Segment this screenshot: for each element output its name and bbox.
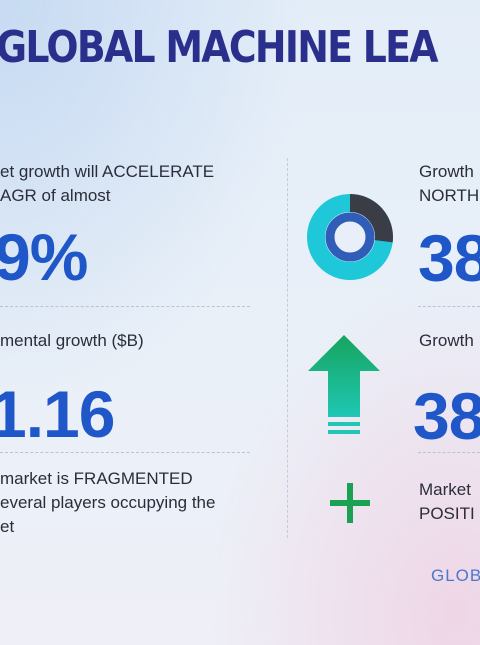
yoy-growth-label: Growth bbox=[419, 331, 474, 350]
incremental-growth-label: mental growth ($B) bbox=[0, 331, 144, 350]
region-growth-text: Growth NORTH bbox=[419, 160, 479, 208]
page-title: GLOBAL MACHINE LEA bbox=[0, 22, 439, 73]
market-position-line1: Market bbox=[419, 480, 471, 499]
incremental-growth-value: 1.16 bbox=[0, 377, 115, 451]
yoy-growth-value: 38 bbox=[413, 379, 480, 453]
plus-icon bbox=[330, 483, 370, 523]
fragmented-text: market is FRAGMENTED everal players occu… bbox=[0, 467, 215, 539]
region-growth-value: 38 bbox=[418, 221, 480, 295]
column-divider bbox=[287, 158, 288, 538]
growth-accelerate-line1: et growth will ACCELERATE bbox=[0, 162, 215, 181]
growth-accelerate-text: et growth will ACCELERATE AGR of almost bbox=[0, 160, 214, 208]
divider bbox=[0, 306, 250, 307]
donut-dark-segment bbox=[349, 194, 393, 243]
donut-chart-icon bbox=[307, 194, 393, 280]
divider bbox=[418, 306, 480, 307]
region-growth-line1: Growth bbox=[419, 162, 474, 181]
region-growth-line2: NORTH bbox=[419, 186, 480, 205]
company-logo: GLOB bbox=[431, 566, 480, 585]
donut-inner-ring bbox=[325, 212, 375, 262]
arrow-stripe bbox=[328, 430, 360, 434]
fragmented-line1: market is FRAGMENTED bbox=[0, 469, 193, 488]
plus-horizontal-bar bbox=[330, 500, 370, 506]
market-position-text: Market POSITI bbox=[419, 478, 475, 526]
growth-accelerate-line2: AGR of almost bbox=[0, 186, 111, 205]
fragmented-line2: everal players occupying the bbox=[0, 493, 216, 512]
arrow-stripe bbox=[328, 422, 360, 426]
fragmented-line3: et bbox=[0, 517, 15, 536]
divider bbox=[418, 452, 480, 453]
divider bbox=[0, 452, 250, 453]
cagr-value: 9% bbox=[0, 220, 88, 294]
up-arrow-icon bbox=[308, 335, 380, 434]
arrow-body bbox=[308, 335, 380, 417]
market-position-line2: POSITI bbox=[419, 504, 475, 523]
